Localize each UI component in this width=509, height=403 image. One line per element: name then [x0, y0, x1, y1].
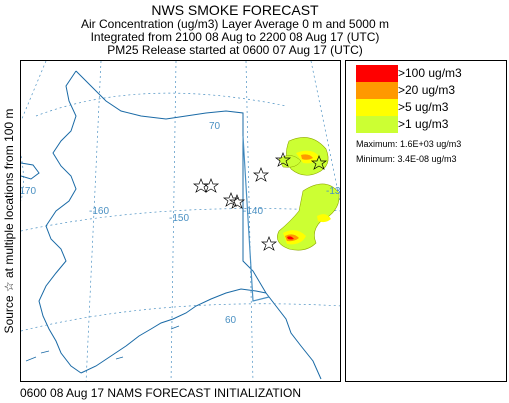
minimum-value: Minimum: 3.4E-08 ug/m3 — [356, 154, 457, 164]
lon-label-150: -150 — [169, 213, 189, 224]
source-label: Source ☆ at multiple locations from 100 … — [2, 108, 16, 334]
graticule — [21, 61, 340, 381]
legend-label-1: >1 ug/m3 — [398, 117, 449, 131]
chart-title: NWS SMOKE FORECAST — [151, 2, 319, 18]
smoke-plume-north — [278, 137, 329, 176]
source-markers — [192, 152, 328, 251]
legend-swatch-100 — [356, 65, 398, 82]
longitude-line-180 — [21, 61, 47, 122]
alaska-coastline — [21, 70, 322, 380]
lon-label-160: -160 — [89, 206, 109, 217]
lat-label-60: 60 — [225, 315, 237, 326]
longitude-line-130 — [310, 61, 340, 204]
alaska-canada-border — [242, 135, 270, 302]
lat-label-70: 70 — [209, 121, 221, 132]
latitude-line-70 — [35, 92, 287, 117]
legend-label-100: >100 ug/m3 — [398, 66, 462, 80]
release-start: PM25 Release started at 0600 07 Aug 17 (… — [107, 43, 363, 57]
source-star — [310, 155, 328, 170]
longitude-line-160 — [85, 61, 102, 381]
longitude-line-150 — [170, 61, 177, 381]
source-star — [252, 167, 270, 182]
source-star — [228, 194, 246, 209]
maximum-value: Maximum: 1.6E+03 ug/m3 — [356, 139, 462, 149]
source-star — [260, 236, 278, 251]
source-label-container: Source ☆ at multiple locations from 100 … — [0, 60, 18, 382]
legend-label-20: >20 ug/m3 — [398, 83, 456, 97]
longitude-line-170 — [21, 155, 24, 202]
lon-label-170: -170 — [21, 186, 36, 197]
source-star — [274, 152, 292, 167]
forecast-initialization: 0600 08 Aug 17 NAMS FORECAST INITIALIZAT… — [20, 386, 301, 400]
source-star — [222, 192, 240, 207]
source-star — [202, 178, 220, 193]
aleutian-islands — [25, 325, 180, 362]
legend: >100 ug/m3 >20 ug/m3 >5 ug/m3 >1 ug/m3 M… — [345, 60, 507, 382]
legend-label-5: >5 ug/m3 — [398, 100, 449, 114]
legend-swatch-1 — [356, 116, 398, 133]
legend-swatch-20 — [356, 82, 398, 99]
latitude-line-60 — [21, 303, 340, 332]
map-canvas: -170 -160 -150 -140 -130 70 60 — [21, 61, 341, 381]
latitude-line-65 — [21, 208, 340, 232]
lon-label-140: -140 — [243, 206, 263, 217]
longitude-line-140 — [245, 61, 254, 381]
smoke-plume-south — [277, 183, 340, 251]
lon-label-130: -130 — [326, 186, 341, 197]
integration-period: Integrated from 2100 08 Aug to 2200 08 A… — [90, 30, 380, 44]
concentration-description: Air Concentration (ug/m3) Layer Average … — [81, 17, 389, 31]
smoke-map: -170 -160 -150 -140 -130 70 60 — [20, 60, 341, 382]
legend-swatch-5 — [356, 99, 398, 116]
